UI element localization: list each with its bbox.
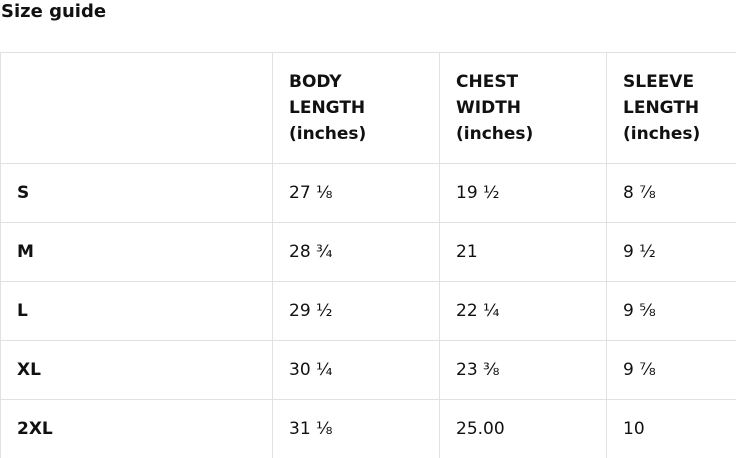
chest-width-value: 19 ½ [439, 163, 607, 223]
size-label: 2XL [0, 399, 273, 458]
size-label: XL [0, 340, 273, 400]
size-label: L [0, 281, 273, 341]
column-header-label: CHEST WIDTH (inches) [456, 72, 534, 144]
table-row-l: L 29 ½ 22 ¼ 9 ⅝ [0, 281, 736, 341]
table-row-m: M 28 ¾ 21 9 ½ [0, 222, 736, 282]
chest-width-value: 22 ¼ [439, 281, 607, 341]
column-header-chest-width: CHEST WIDTH (inches) [439, 52, 607, 164]
sleeve-length-value: 9 ½ [606, 222, 736, 282]
size-label: M [0, 222, 273, 282]
column-header-size [0, 52, 273, 164]
chest-width-value: 25.00 [439, 399, 607, 458]
chest-width-value: 23 ⅜ [439, 340, 607, 400]
body-length-value: 30 ¼ [272, 340, 440, 400]
body-length-value: 27 ⅛ [272, 163, 440, 223]
table-header-row: BODY LENGTH (inches) CHEST WIDTH (inches… [0, 52, 736, 164]
table-row-2xl: 2XL 31 ⅛ 25.00 10 [0, 399, 736, 458]
page-title: Size guide [1, 1, 107, 22]
sleeve-length-value: 9 ⅞ [606, 340, 736, 400]
chest-width-value: 21 [439, 222, 607, 282]
column-header-label: SLEEVE LENGTH (inches) [623, 72, 701, 144]
size-guide-table: BODY LENGTH (inches) CHEST WIDTH (inches… [0, 52, 736, 458]
sleeve-length-value: 9 ⅝ [606, 281, 736, 341]
size-label: S [0, 163, 273, 223]
column-header-label: BODY LENGTH (inches) [289, 72, 367, 144]
sleeve-length-value: 8 ⅞ [606, 163, 736, 223]
table-row-s: S 27 ⅛ 19 ½ 8 ⅞ [0, 163, 736, 223]
column-header-sleeve-length: SLEEVE LENGTH (inches) [606, 52, 736, 164]
body-length-value: 29 ½ [272, 281, 440, 341]
column-header-body-length: BODY LENGTH (inches) [272, 52, 440, 164]
table-row-xl: XL 30 ¼ 23 ⅜ 9 ⅞ [0, 340, 736, 400]
sleeve-length-value: 10 [606, 399, 736, 458]
body-length-value: 31 ⅛ [272, 399, 440, 458]
body-length-value: 28 ¾ [272, 222, 440, 282]
